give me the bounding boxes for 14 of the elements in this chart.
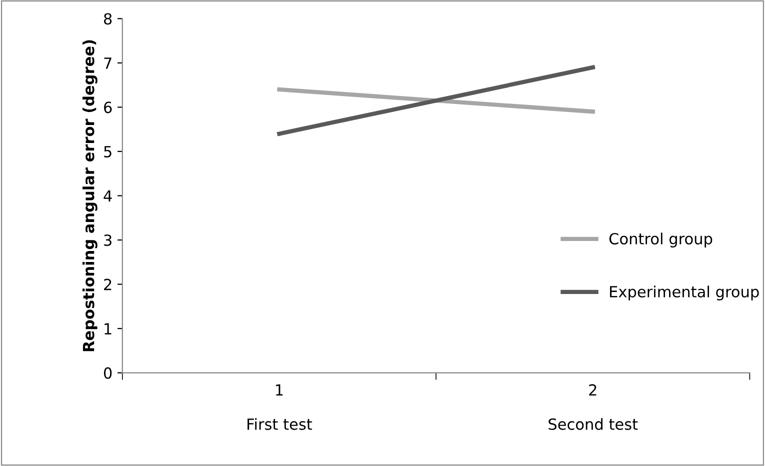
y-tick-label: 1 <box>104 323 112 334</box>
category-label: 1 First test <box>248 384 312 430</box>
y-tick-label: 8 <box>104 13 112 25</box>
legend-label: Experimental group <box>610 286 759 300</box>
y-tick-label: 7 <box>104 58 112 69</box>
legend-label: Control group <box>609 232 712 248</box>
y-tick-label: 3 <box>104 234 112 246</box>
y-tick-label: 4 <box>104 190 112 202</box>
y-tick-label: 5 <box>104 146 112 158</box>
y-axis-title: Repostioning angular error (degree) <box>82 40 98 352</box>
y-tick-label: 0 <box>104 367 112 379</box>
y-tick-label: 6 <box>104 102 112 114</box>
category-label: 2 Second test <box>548 384 638 430</box>
y-tick-label: 2 <box>104 278 112 290</box>
